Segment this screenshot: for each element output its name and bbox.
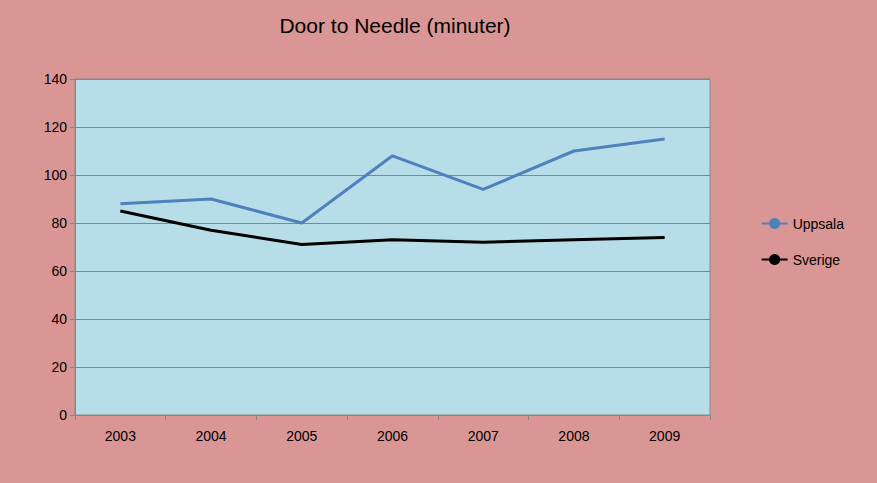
svg-text:100: 100 — [44, 167, 68, 183]
svg-text:40: 40 — [51, 311, 67, 327]
svg-text:2008: 2008 — [558, 428, 589, 444]
svg-text:80: 80 — [51, 215, 67, 231]
svg-text:140: 140 — [44, 71, 68, 87]
svg-text:60: 60 — [51, 263, 67, 279]
svg-text:2003: 2003 — [105, 428, 136, 444]
svg-text:2009: 2009 — [649, 428, 680, 444]
svg-text:120: 120 — [44, 119, 68, 135]
svg-text:Door to Needle (minuter): Door to Needle (minuter) — [279, 14, 510, 37]
svg-text:2006: 2006 — [377, 428, 408, 444]
svg-text:20: 20 — [51, 359, 67, 375]
svg-text:2007: 2007 — [468, 428, 499, 444]
svg-text:2005: 2005 — [286, 428, 317, 444]
svg-text:2004: 2004 — [195, 428, 226, 444]
svg-text:0: 0 — [59, 407, 67, 423]
svg-text:Uppsala: Uppsala — [793, 216, 845, 232]
svg-text:Sverige: Sverige — [793, 252, 841, 268]
